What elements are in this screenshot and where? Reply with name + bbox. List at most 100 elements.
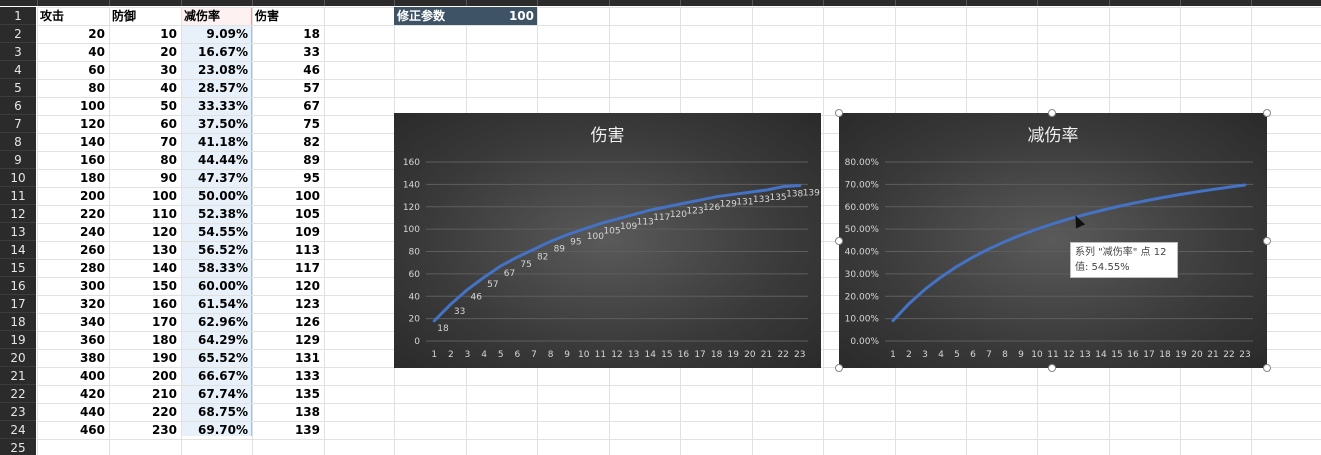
defense-cell[interactable]: 170	[151, 315, 177, 329]
row-number[interactable]: 17	[0, 295, 36, 313]
header-damage[interactable]: 伤害	[255, 9, 280, 23]
reduction-cell[interactable]: 62.96%	[198, 315, 248, 329]
damage-cell[interactable]: 46	[303, 63, 320, 77]
attack-cell[interactable]: 440	[79, 405, 105, 419]
row-number[interactable]: 8	[0, 133, 36, 151]
attack-cell[interactable]: 280	[79, 261, 105, 275]
reduction-cell[interactable]: 50.00%	[198, 189, 248, 203]
reduction-cell[interactable]: 9.09%	[206, 27, 248, 41]
row-number[interactable]: 15	[0, 259, 36, 277]
row-number[interactable]: 13	[0, 223, 36, 241]
reduction-cell[interactable]: 65.52%	[198, 351, 248, 365]
reduction-cell[interactable]: 68.75%	[198, 405, 248, 419]
reduction-cell[interactable]: 33.33%	[198, 99, 248, 113]
damage-cell[interactable]: 100	[294, 189, 320, 203]
defense-cell[interactable]: 180	[151, 333, 177, 347]
row-number[interactable]: 20	[0, 349, 36, 367]
defense-cell[interactable]: 120	[151, 225, 177, 239]
defense-cell[interactable]: 40	[160, 81, 177, 95]
reduction-cell[interactable]: 60.00%	[198, 279, 248, 293]
attack-cell[interactable]: 80	[88, 81, 105, 95]
header-reduction[interactable]: 减伤率	[184, 9, 221, 23]
attack-cell[interactable]: 240	[79, 225, 105, 239]
row-number[interactable]: 16	[0, 277, 36, 295]
row-number[interactable]: 21	[0, 367, 36, 385]
damage-cell[interactable]: 131	[294, 351, 320, 365]
row-number[interactable]: 23	[0, 403, 36, 421]
damage-cell[interactable]: 105	[294, 207, 320, 221]
row-number[interactable]: 2	[0, 25, 36, 43]
reduction-cell[interactable]: 28.57%	[198, 81, 248, 95]
damage-cell[interactable]: 139	[294, 423, 320, 437]
reduction-cell[interactable]: 54.55%	[198, 225, 248, 239]
damage-cell[interactable]: 18	[303, 27, 320, 41]
row-number[interactable]: 6	[0, 97, 36, 115]
damage-cell[interactable]: 109	[294, 225, 320, 239]
reduction-cell[interactable]: 61.54%	[198, 297, 248, 311]
attack-cell[interactable]: 180	[79, 171, 105, 185]
attack-cell[interactable]: 220	[79, 207, 105, 221]
damage-cell[interactable]: 67	[303, 99, 320, 113]
reduction-cell[interactable]: 67.74%	[198, 387, 248, 401]
row-number[interactable]: 24	[0, 421, 36, 439]
reduction-cell[interactable]: 58.33%	[198, 261, 248, 275]
attack-cell[interactable]: 40	[88, 45, 105, 59]
attack-cell[interactable]: 360	[79, 333, 105, 347]
attack-cell[interactable]: 160	[79, 153, 105, 167]
defense-cell[interactable]: 100	[151, 189, 177, 203]
damage-cell[interactable]: 57	[303, 81, 320, 95]
row-number[interactable]: 12	[0, 205, 36, 223]
defense-cell[interactable]: 230	[151, 423, 177, 437]
param-value-cell[interactable]: 100	[508, 9, 534, 23]
damage-cell[interactable]: 117	[294, 261, 320, 275]
row-number[interactable]: 9	[0, 151, 36, 169]
reduction-cell[interactable]: 23.08%	[198, 63, 248, 77]
row-number[interactable]: 25	[0, 439, 36, 455]
damage-cell[interactable]: 120	[294, 279, 320, 293]
defense-cell[interactable]: 190	[151, 351, 177, 365]
attack-cell[interactable]: 200	[79, 189, 105, 203]
defense-cell[interactable]: 220	[151, 405, 177, 419]
damage-cell[interactable]: 33	[303, 45, 320, 59]
attack-cell[interactable]: 320	[79, 297, 105, 311]
damage-cell[interactable]: 126	[294, 315, 320, 329]
defense-cell[interactable]: 110	[151, 207, 177, 221]
reduction-cell[interactable]: 47.37%	[198, 171, 248, 185]
row-number[interactable]: 1	[0, 7, 36, 25]
attack-cell[interactable]: 380	[79, 351, 105, 365]
header-defense[interactable]: 防御	[112, 9, 137, 23]
defense-cell[interactable]: 70	[160, 135, 177, 149]
defense-cell[interactable]: 90	[160, 171, 177, 185]
resize-handle-top-left[interactable]	[835, 109, 843, 117]
row-number[interactable]: 18	[0, 313, 36, 331]
row-number[interactable]: 14	[0, 241, 36, 259]
damage-cell[interactable]: 135	[294, 387, 320, 401]
defense-cell[interactable]: 10	[160, 27, 177, 41]
damage-cell[interactable]: 129	[294, 333, 320, 347]
defense-cell[interactable]: 30	[160, 63, 177, 77]
row-number[interactable]: 4	[0, 61, 36, 79]
resize-handle-top-middle[interactable]	[1048, 109, 1056, 117]
attack-cell[interactable]: 400	[79, 369, 105, 383]
defense-cell[interactable]: 80	[160, 153, 177, 167]
reduction-cell[interactable]: 56.52%	[198, 243, 248, 257]
attack-cell[interactable]: 460	[79, 423, 105, 437]
attack-cell[interactable]: 100	[79, 99, 105, 113]
row-number[interactable]: 11	[0, 187, 36, 205]
attack-cell[interactable]: 140	[79, 135, 105, 149]
header-attack[interactable]: 攻击	[40, 9, 65, 23]
attack-cell[interactable]: 20	[88, 27, 105, 41]
row-number[interactable]: 7	[0, 115, 36, 133]
resize-handle-bottom-right[interactable]	[1263, 364, 1271, 372]
attack-cell[interactable]: 60	[88, 63, 105, 77]
damage-cell[interactable]: 123	[294, 297, 320, 311]
reduction-cell[interactable]: 16.67%	[198, 45, 248, 59]
row-number[interactable]: 5	[0, 79, 36, 97]
damage-cell[interactable]: 82	[303, 135, 320, 149]
resize-handle-top-right[interactable]	[1263, 109, 1271, 117]
reduction-cell[interactable]: 64.29%	[198, 333, 248, 347]
attack-cell[interactable]: 420	[79, 387, 105, 401]
damage-cell[interactable]: 75	[303, 117, 320, 131]
defense-cell[interactable]: 150	[151, 279, 177, 293]
resize-handle-middle-left[interactable]	[835, 237, 843, 245]
